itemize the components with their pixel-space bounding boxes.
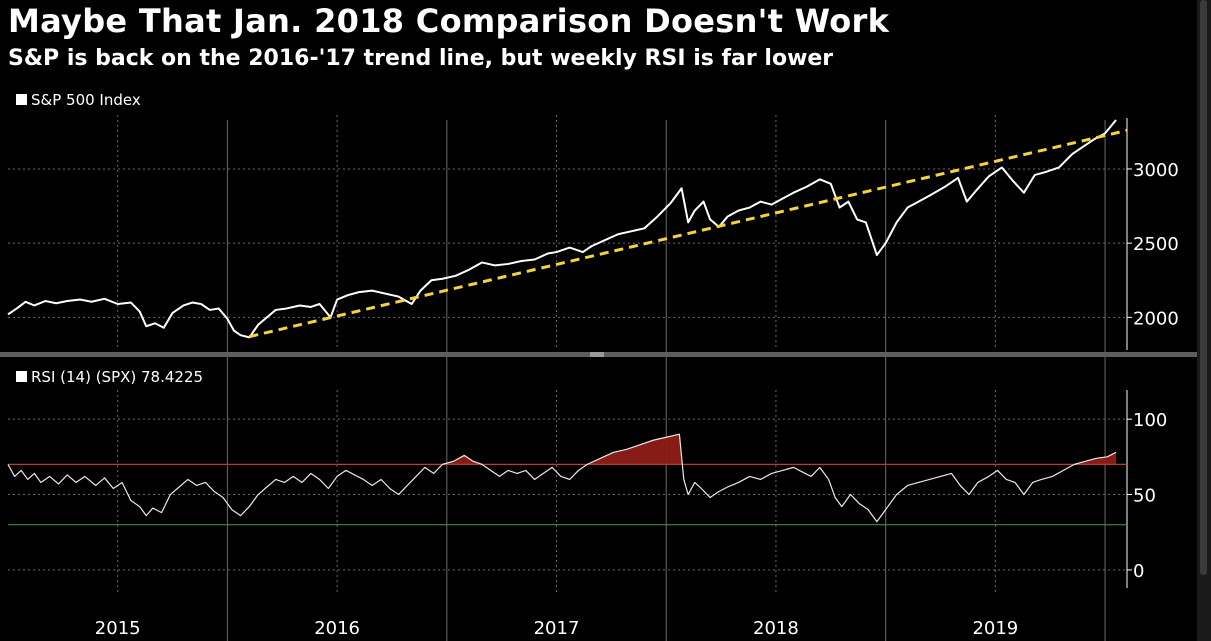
rsi-y-tick-label: 100 bbox=[1133, 410, 1167, 431]
x-tick-label: 2016 bbox=[314, 618, 360, 639]
trend-line bbox=[249, 128, 1128, 339]
rsi-overbought-fill bbox=[1074, 452, 1117, 465]
rsi-y-tick-label: 0 bbox=[1133, 561, 1144, 582]
x-axis: 2015 2016 2017 2018 2019 bbox=[95, 618, 1018, 639]
chart-subtitle: S&P is back on the 2016-'17 trend line, … bbox=[8, 46, 834, 71]
spx-y-tick-label: 2500 bbox=[1133, 234, 1179, 255]
x-tick-label: 2019 bbox=[972, 618, 1018, 639]
spx-y-tick-label: 3000 bbox=[1133, 160, 1179, 181]
chart-title: Maybe That Jan. 2018 Comparison Doesn't … bbox=[8, 2, 890, 40]
spx-y-tick-label: 2000 bbox=[1133, 308, 1179, 329]
rsi-y-axis: 0 50 100 bbox=[1126, 390, 1167, 588]
x-tick-label: 2018 bbox=[753, 618, 799, 639]
x-tick-label: 2017 bbox=[534, 618, 580, 639]
panel-resize-handle[interactable] bbox=[590, 352, 604, 357]
scrollbar-thumb[interactable] bbox=[1200, 0, 1207, 575]
legend-label-spx: S&P 500 Index bbox=[31, 91, 141, 109]
x-tick-label: 2015 bbox=[95, 618, 141, 639]
series-layer bbox=[7, 119, 1128, 526]
legend-swatch-rsi bbox=[16, 371, 27, 382]
panel-divider[interactable] bbox=[0, 352, 1211, 357]
spx-line bbox=[7, 119, 1117, 339]
legend-label-rsi: RSI (14) (SPX) 78.4225 bbox=[31, 368, 203, 386]
legend-swatch-spx bbox=[16, 94, 27, 105]
rsi-y-tick-label: 50 bbox=[1133, 486, 1156, 507]
rsi-overbought-fill bbox=[587, 434, 683, 465]
rsi-line bbox=[7, 433, 1117, 523]
spx-y-axis: 2000 2500 3000 bbox=[1126, 118, 1179, 350]
